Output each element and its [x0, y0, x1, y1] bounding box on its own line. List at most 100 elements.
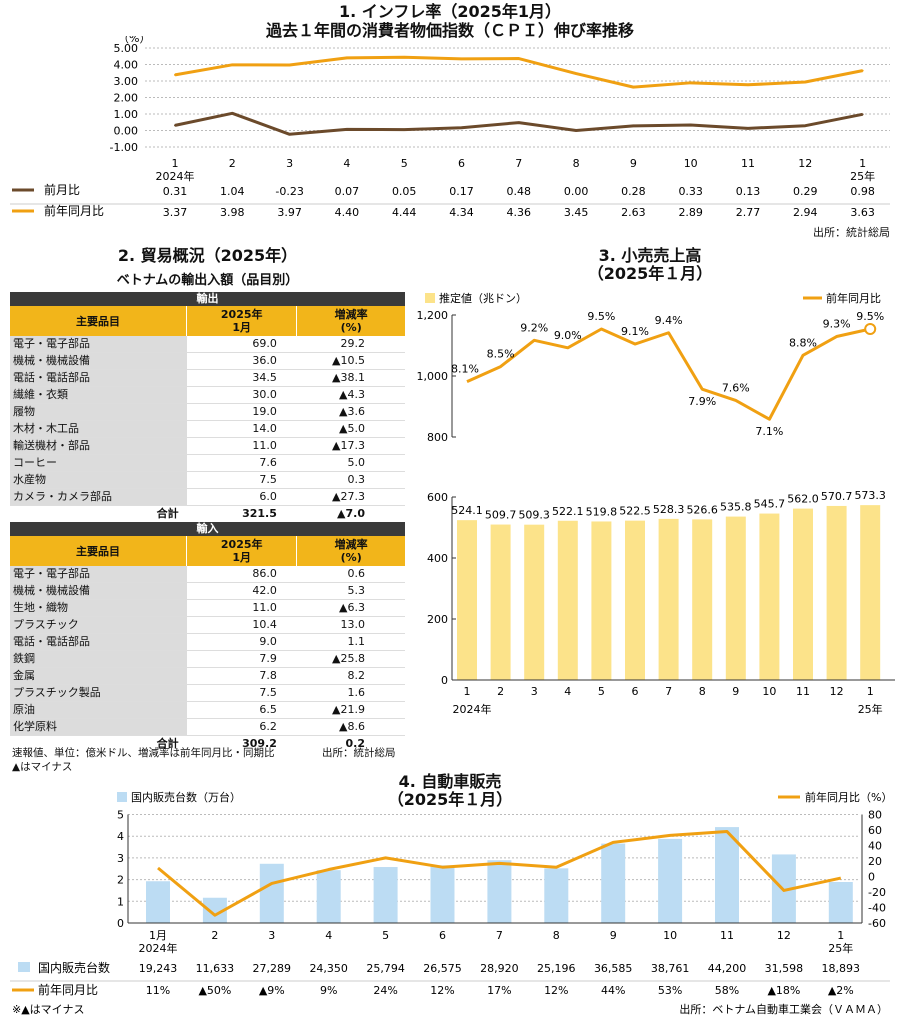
auto-yoy-data-label: 12%: [430, 984, 454, 997]
retail-yoy-label: 9.4%: [655, 314, 683, 327]
auto-right-tick: -40: [868, 902, 886, 915]
trade-row: 木材・木工品 14.0 ▲5.0: [10, 420, 405, 438]
retail-subtitle: （2025年１月）: [587, 264, 713, 283]
cpi-source: 出所：統計総局: [813, 226, 890, 239]
retail-xtick: 9: [732, 685, 739, 698]
retail-upper-tick-label: 1,000: [417, 370, 449, 383]
trade-row: 金属 7.8 8.2: [10, 667, 405, 685]
cpi-point: [345, 128, 348, 131]
retail-xtick: 2: [497, 685, 504, 698]
trade-section-header: 輸出: [10, 292, 405, 306]
cpi-xtick: 1: [859, 157, 866, 170]
retail-yoy-last-marker: [864, 323, 877, 335]
cpi-ytick: 3.00: [114, 75, 139, 88]
retail-xtick: 1: [867, 685, 874, 698]
trade-row: 輸送機材・部品 11.0 ▲17.3: [10, 437, 405, 455]
cpi-point: [575, 72, 578, 75]
auto-left-tick: 5: [117, 809, 124, 822]
cpi-data-label: 0.98: [850, 185, 875, 198]
auto-bar-data-label: 28,920: [480, 962, 519, 975]
auto-bar-data-label: 27,289: [253, 962, 292, 975]
cpi-xtick: 5: [401, 157, 408, 170]
auto-right-tick: -20: [868, 886, 886, 899]
retail-bar-label: 526.6: [686, 503, 718, 516]
retail-bar: [524, 524, 545, 680]
cpi-data-label: 0.28: [621, 185, 646, 198]
trade-row: 機械・機械設備 36.0 ▲10.5: [10, 352, 405, 370]
retail-yoy-label: 9.2%: [520, 321, 548, 334]
auto-yoy-data-label: 11%: [146, 984, 170, 997]
auto-yoy-data-label: 44%: [601, 984, 625, 997]
trade-title: 2. 貿易概況（2025年）: [117, 246, 298, 265]
cpi-ytick: 2.00: [114, 92, 139, 105]
retail-yoy-label: 8.5%: [487, 348, 515, 361]
cpi-xtick: 2: [229, 157, 236, 170]
retail-yoy-label: 7.9%: [688, 395, 716, 408]
retail-xtick: 10: [762, 685, 776, 698]
auto-left-tick: 1: [117, 895, 124, 908]
retail-lower-tick-label: 600: [427, 491, 448, 504]
cpi-point: [345, 56, 348, 59]
retail-bar: [591, 521, 612, 680]
cpi-legend-label: 前年同月比: [44, 203, 104, 218]
auto-right-tick: 0: [868, 871, 875, 884]
cpi-chart: （%） 5.004.003.002.001.000.00-1.001 2 3 4 5 6 7…: [10, 36, 890, 219]
cpi-xtick: 3: [286, 157, 293, 170]
retail-bar: [759, 513, 780, 680]
cpi-data-label: 2.63: [621, 206, 646, 219]
retail-bar: [457, 520, 477, 680]
auto-right-tick: -60: [868, 917, 886, 930]
cpi-title: 1. インフレ率（2025年1月）: [339, 2, 561, 21]
trade-row: 機械・機械設備 42.0 5.3: [10, 582, 405, 600]
auto-yoy-data-label: ▲2%: [828, 984, 854, 997]
cpi-point: [460, 57, 463, 60]
auto-right-tick: 40: [868, 840, 882, 853]
auto-bar: [601, 843, 626, 923]
cpi-ytick: 0.00: [114, 125, 139, 138]
auto-legend-swatch-bar: [117, 792, 127, 802]
auto-right-tick: 20: [868, 855, 882, 868]
auto-bar: [146, 881, 170, 923]
auto-bar-data-label: 38,761: [651, 962, 690, 975]
auto-xtick: 5: [382, 929, 389, 942]
cpi-point: [861, 69, 864, 72]
cpi-year-first: 2024年: [156, 169, 195, 183]
auto-legend-label-bar: 国内販売台数（万台）: [131, 790, 241, 804]
auto-xtick: 11: [720, 929, 734, 942]
auto-xtick: 1: [837, 929, 844, 942]
auto-source: 出所：ベトナム自動車工業会（ＶＡＭＡ）: [679, 1002, 888, 1016]
auto-note: ※▲はマイナス: [12, 1003, 84, 1016]
retail-bar-label: 545.7: [754, 498, 786, 511]
cpi-point: [632, 86, 635, 89]
auto-yoy-data-label: 17%: [487, 984, 511, 997]
cpi-data-label: 0.13: [736, 185, 761, 198]
retail-yoy-label: 7.6%: [722, 381, 750, 394]
retail-bar: [692, 519, 713, 680]
auto-bar-data-label: 25,794: [366, 962, 405, 975]
cpi-xtick: 9: [630, 157, 637, 170]
cpi-point: [575, 129, 578, 132]
retail-lower-tick-label: 400: [427, 552, 448, 565]
retail-lower-tick-label: 200: [427, 613, 448, 626]
auto-xtick: 7: [496, 929, 503, 942]
auto-bar: [430, 865, 455, 923]
auto-xtick: 2: [211, 929, 218, 942]
cpi-data-label: 3.98: [220, 206, 245, 219]
auto-bar-data-label: 25,196: [537, 962, 576, 975]
cpi-series-line: [174, 111, 863, 136]
auto-bar-data-label: 24,350: [309, 962, 348, 975]
trade-row: 履物 19.0 ▲3.6: [10, 403, 405, 421]
auto-bar: [259, 863, 284, 923]
retail-bar-label: 528.3: [653, 503, 685, 516]
cpi-data-label: 0.33: [678, 185, 703, 198]
trade-row: コーヒー 7.6 5.0: [10, 454, 405, 472]
retail-bar-label: 524.1: [451, 504, 483, 517]
auto-bar: [658, 838, 683, 923]
auto-left-tick: 4: [117, 830, 124, 843]
auto-left-tick: 0: [117, 917, 124, 930]
retail-bar: [490, 524, 511, 680]
auto-bar: [487, 860, 512, 923]
retail-xtick: 8: [699, 685, 706, 698]
auto-bar: [828, 882, 853, 923]
trade-row: 水産物 7.5 0.3: [10, 471, 405, 489]
